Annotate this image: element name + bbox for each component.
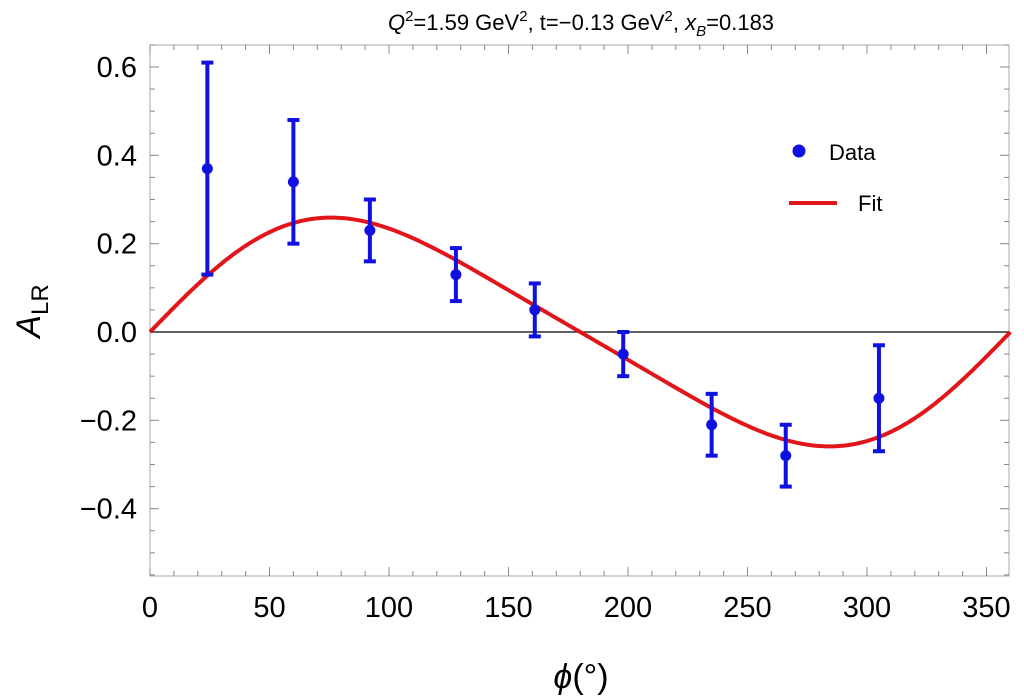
legend: Data Fit	[789, 140, 882, 216]
data-point	[287, 117, 300, 246]
data-point	[617, 330, 630, 379]
x-axis-label: ϕ(°)	[553, 658, 608, 696]
x-tick-labels: 0 50 100 150 200 250 300 350	[142, 592, 1011, 624]
data-marker	[873, 392, 885, 404]
data-marker	[706, 419, 718, 431]
x-tick-label: 350	[962, 592, 1010, 624]
data-marker	[364, 224, 376, 236]
x-tick-label: 150	[484, 592, 532, 624]
y-tick-labels: −0.4 −0.2 0.0 0.2 0.4 0.6	[80, 52, 137, 526]
legend-data-label: Data	[829, 140, 876, 165]
x-tick-label: 50	[253, 592, 285, 624]
data-point	[528, 281, 541, 339]
y-tick-label: 0.4	[97, 140, 137, 172]
data-point	[201, 60, 214, 277]
data-point	[705, 391, 718, 458]
legend-data-marker	[792, 144, 806, 158]
y-tick-label: −0.4	[80, 494, 137, 526]
chart-title: Q2=1.59 GeV2, t=−0.13 GeV2, xB=0.183	[388, 8, 774, 40]
x-axis	[149, 45, 987, 576]
y-axis-label: ALR	[10, 284, 54, 339]
x-tick-label: 300	[843, 592, 891, 624]
data-marker	[450, 269, 462, 281]
x-tick-label: 200	[604, 592, 652, 624]
data-point	[363, 197, 376, 264]
data-point	[779, 422, 792, 489]
x-tick-label: 0	[142, 592, 158, 624]
x-tick-label: 250	[723, 592, 771, 624]
data-marker	[529, 304, 541, 316]
data-marker	[617, 348, 629, 360]
data-marker	[201, 163, 213, 175]
data-marker	[780, 450, 792, 462]
data-marker	[287, 176, 299, 188]
data-series	[201, 60, 885, 489]
y-tick-label: 0.0	[97, 317, 137, 349]
x-tick-label: 100	[365, 592, 413, 624]
y-tick-label: 0.6	[97, 52, 137, 84]
y-tick-label: −0.2	[80, 405, 137, 437]
legend-fit-label: Fit	[858, 191, 882, 216]
y-axis	[150, 44, 1009, 576]
data-point	[872, 343, 885, 454]
y-tick-label: 0.2	[97, 229, 137, 261]
data-point	[449, 246, 462, 304]
plot-frame	[149, 44, 1010, 577]
